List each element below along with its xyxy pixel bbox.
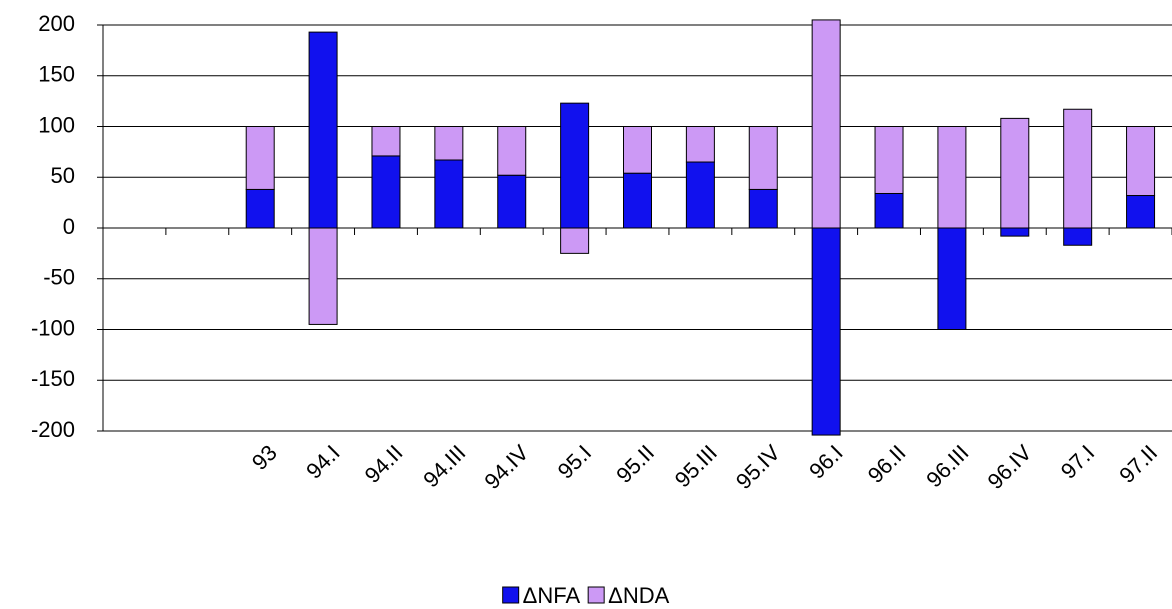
x-tick-label: 95.II [611,440,659,488]
bar-segment [434,159,464,229]
bar-segment [245,126,275,190]
x-tick-label: 96.IV [982,440,1036,494]
bar-segment [874,192,904,229]
bar-segment [497,174,527,229]
y-tick-label: 150 [38,62,75,87]
bar-segment [1063,108,1093,229]
bar-segment [1126,126,1156,197]
bar-segment [1063,227,1093,246]
y-tick-label: -50 [43,265,75,290]
bar-segment [560,102,590,229]
x-tick-label: 94.III [418,440,470,492]
bar-segment [623,172,652,229]
x-tick-label: 94.II [360,440,408,488]
legend: ΔNFA ΔNDA [502,583,670,608]
legend-label: ΔNDA [608,583,669,608]
bar-segment [1000,227,1030,237]
bar-segment [685,161,715,229]
bar-segment [937,227,967,330]
bar-segment [497,126,527,176]
bar-segment [434,126,464,161]
y-tick-label: -200 [31,417,75,442]
legend-swatch [587,586,605,604]
y-tick-label: 200 [38,11,75,36]
y-tick-label: 50 [51,163,75,188]
bar-segment [371,155,401,229]
x-tick-label: 95.IV [731,440,785,494]
x-tick-label: 94.IV [479,440,533,494]
legend-label: ΔNFA [523,583,581,608]
legend-swatch [502,586,520,604]
bar-segment [371,126,401,157]
bar-segment [874,126,904,194]
bar-segment [308,31,338,229]
bar-segment [1126,195,1156,229]
x-tick-label: 95.III [670,440,722,492]
bar-segment [560,227,590,254]
x-tick-label: 96.III [921,440,973,492]
bar-segment [748,188,778,229]
bar-segment [685,126,715,163]
bar-segment [308,227,338,325]
bar-segment [811,227,841,436]
x-tick-label: 96.II [863,440,911,488]
y-tick-label: 100 [38,112,75,137]
bar-segment [1000,117,1030,229]
x-tick-label: 97.I [1056,440,1100,484]
x-tick-label: 94.I [301,440,345,484]
y-tick-label: -150 [31,366,75,391]
bar-segment [811,19,841,229]
bar-segment [748,126,778,190]
x-tick-label: 97.II [1114,440,1162,488]
bar-segment [245,188,275,229]
y-tick-label: -100 [31,315,75,340]
y-tick-label: 0 [63,214,75,239]
bar-segment [937,126,967,229]
x-tick-label: 93 [247,440,282,475]
bar-segment [623,126,652,174]
x-tick-label: 96.I [804,440,848,484]
x-tick-label: 95.I [553,440,597,484]
